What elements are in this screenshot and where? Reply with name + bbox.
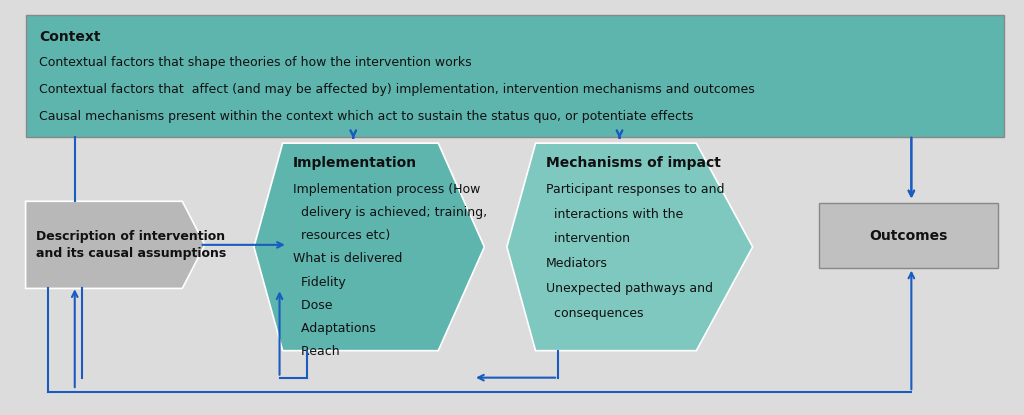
Text: Reach: Reach xyxy=(293,345,340,358)
Text: Causal mechanisms present within the context which act to sustain the status quo: Causal mechanisms present within the con… xyxy=(39,110,693,123)
Text: Fidelity: Fidelity xyxy=(293,276,346,288)
Polygon shape xyxy=(26,201,205,288)
Text: consequences: consequences xyxy=(546,307,643,320)
Polygon shape xyxy=(254,143,484,351)
Text: Unexpected pathways and: Unexpected pathways and xyxy=(546,282,713,295)
FancyBboxPatch shape xyxy=(26,15,1004,137)
Text: Outcomes: Outcomes xyxy=(869,229,948,242)
Text: Implementation: Implementation xyxy=(293,156,417,170)
Text: Implementation process (How: Implementation process (How xyxy=(293,183,480,195)
Text: Participant responses to and: Participant responses to and xyxy=(546,183,724,195)
Text: resources etc): resources etc) xyxy=(293,229,390,242)
Text: Mediators: Mediators xyxy=(546,257,607,270)
Text: intervention: intervention xyxy=(546,232,630,245)
Text: interactions with the: interactions with the xyxy=(546,208,683,220)
Text: Context: Context xyxy=(39,30,100,44)
Text: Mechanisms of impact: Mechanisms of impact xyxy=(546,156,721,170)
Text: Contextual factors that shape theories of how the intervention works: Contextual factors that shape theories o… xyxy=(39,56,471,69)
Text: Contextual factors that  affect (and may be affected by) implementation, interve: Contextual factors that affect (and may … xyxy=(39,83,755,96)
Text: Dose: Dose xyxy=(293,299,333,312)
Text: delivery is achieved; training,: delivery is achieved; training, xyxy=(293,206,487,219)
Text: What is delivered: What is delivered xyxy=(293,252,402,265)
Text: Adaptations: Adaptations xyxy=(293,322,376,335)
Polygon shape xyxy=(507,143,753,351)
FancyBboxPatch shape xyxy=(819,203,998,268)
Text: Description of intervention
and its causal assumptions: Description of intervention and its caus… xyxy=(36,230,226,260)
